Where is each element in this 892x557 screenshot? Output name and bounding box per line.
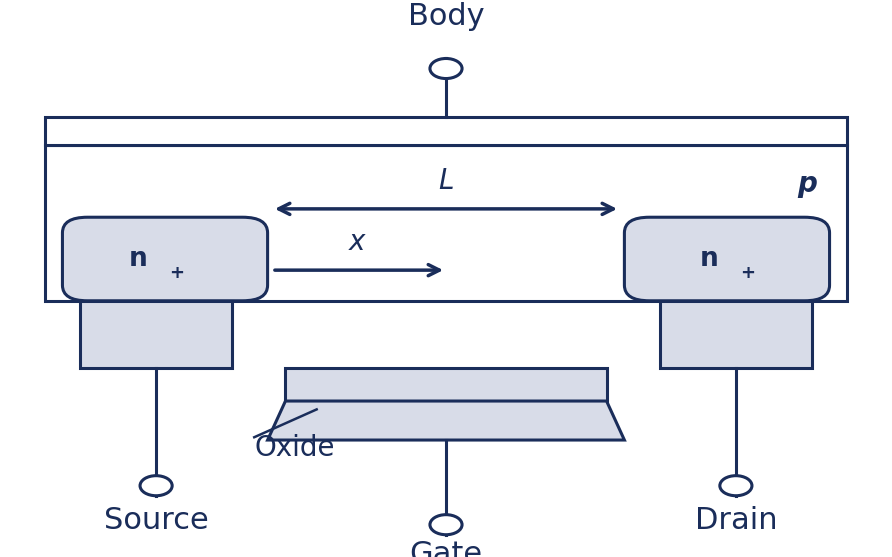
Text: Source: Source bbox=[103, 506, 209, 535]
Text: L: L bbox=[438, 167, 454, 195]
Polygon shape bbox=[268, 401, 624, 440]
Text: p: p bbox=[797, 170, 817, 198]
FancyBboxPatch shape bbox=[660, 301, 812, 368]
FancyBboxPatch shape bbox=[624, 217, 830, 301]
Circle shape bbox=[430, 515, 462, 535]
Text: Oxide: Oxide bbox=[254, 434, 334, 462]
FancyBboxPatch shape bbox=[45, 117, 847, 145]
FancyBboxPatch shape bbox=[62, 217, 268, 301]
FancyBboxPatch shape bbox=[80, 301, 232, 368]
Circle shape bbox=[140, 476, 172, 496]
FancyBboxPatch shape bbox=[285, 368, 607, 401]
Text: Gate: Gate bbox=[409, 540, 483, 557]
Text: +: + bbox=[740, 264, 756, 282]
Text: Drain: Drain bbox=[695, 506, 777, 535]
Circle shape bbox=[720, 476, 752, 496]
Text: x: x bbox=[349, 228, 365, 256]
Text: +: + bbox=[169, 264, 185, 282]
Circle shape bbox=[430, 58, 462, 79]
Text: n: n bbox=[699, 246, 718, 272]
FancyBboxPatch shape bbox=[45, 145, 847, 301]
Text: n: n bbox=[128, 246, 147, 272]
Text: Body: Body bbox=[408, 2, 484, 31]
